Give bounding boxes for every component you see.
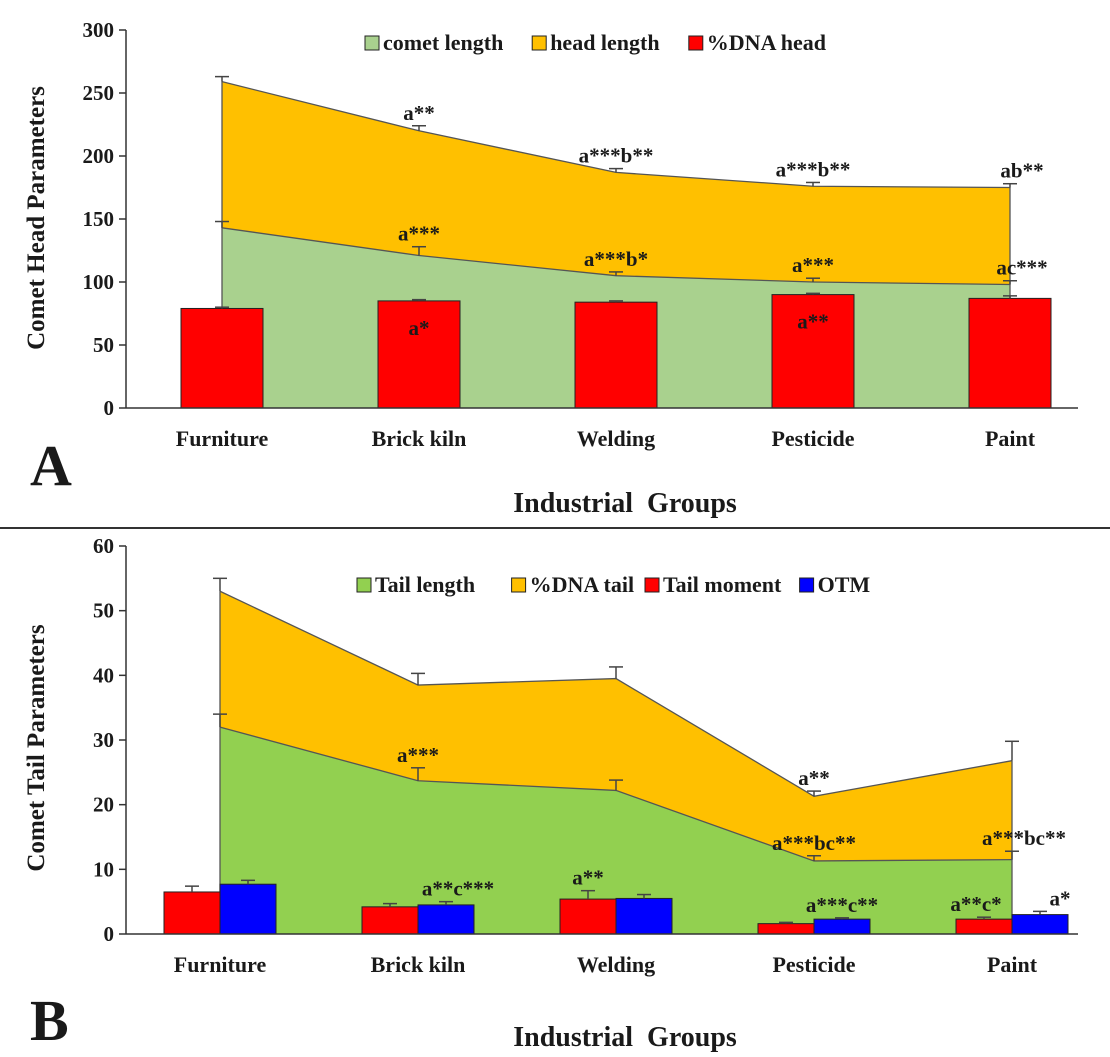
legend-swatch [688, 35, 704, 51]
legend-label: %DNA head [707, 30, 826, 55]
bar-tail-moment [361, 906, 419, 935]
significance-label: a*** [792, 253, 834, 277]
bar--dna-head [180, 307, 264, 409]
x-tick-label: Furniture [174, 952, 267, 977]
y-tick-label: 50 [93, 333, 114, 357]
y-tick-label: 0 [104, 922, 115, 946]
x-tick-label: Paint [985, 426, 1036, 451]
significance-label: a*** [398, 222, 440, 246]
bar--dna-head [771, 294, 855, 409]
significance-label: a** [797, 310, 829, 334]
legend-swatch [799, 577, 815, 593]
panel-b-plot: a** a*** a***bc** a***bc** a** a**c* a**c*** a*… [93, 534, 1078, 977]
y-tick-label: 200 [83, 144, 115, 168]
panel-a-plot: a** a***b** a***b** ab** a*** a***b* a*** ac***… [83, 18, 1078, 451]
significance-label: a***b** [579, 144, 654, 168]
y-tick-label: 50 [93, 599, 114, 623]
y-tick-label: 30 [93, 728, 114, 752]
bar-otm [615, 897, 673, 935]
legend-swatch [364, 35, 380, 51]
bar-tail-moment [559, 898, 617, 935]
panel-b-xlabel: Industrial Groups [513, 1022, 737, 1053]
panel-a-ylabel: Comet Head Parameters [23, 86, 50, 350]
x-tick-label: Brick kiln [372, 426, 467, 451]
panel-a-xlabel: Industrial Groups [513, 488, 737, 519]
bar--dna-head [968, 297, 1052, 409]
significance-label: a***bc** [982, 826, 1066, 850]
significance-label: a* [409, 316, 430, 340]
y-tick-label: 40 [93, 663, 114, 687]
x-tick-label: Pesticide [772, 952, 855, 977]
legend-label: comet length [383, 30, 503, 55]
y-tick-label: 0 [104, 396, 115, 420]
legend-swatch [531, 35, 547, 51]
legend-label: head length [550, 30, 659, 55]
x-tick-label: Furniture [176, 426, 269, 451]
x-tick-label: Paint [987, 952, 1038, 977]
area-line-0 [219, 590, 1013, 797]
y-tick-label: 20 [93, 793, 114, 817]
significance-label: a** [572, 866, 604, 890]
x-tick-label: Welding [577, 426, 655, 451]
panel-b-ylabel: Comet Tail Parameters [23, 624, 50, 871]
y-tick-label: 300 [83, 18, 115, 42]
significance-label: a***bc** [772, 831, 856, 855]
legend-label: OTM [818, 572, 871, 597]
area-tail-length [220, 727, 1012, 934]
y-tick-label: 150 [83, 207, 115, 231]
bar-otm [813, 918, 871, 935]
significance-label: a** [403, 101, 435, 125]
y-tick-label: 60 [93, 534, 114, 558]
significance-label: a***c** [806, 893, 878, 917]
bar--dna-head [574, 301, 658, 409]
significance-label: a*** [397, 743, 439, 767]
legend-swatch [511, 577, 527, 593]
bar-otm [1011, 914, 1069, 935]
legend-label: Tail length [375, 572, 475, 597]
legend-swatch [356, 577, 372, 593]
legend-label: %DNA tail [530, 572, 635, 597]
x-tick-label: Welding [577, 952, 655, 977]
y-tick-label: 250 [83, 81, 115, 105]
bar-otm [219, 883, 277, 935]
legend-swatch [644, 577, 660, 593]
bar-otm [417, 904, 475, 935]
panel-a-label: A [30, 433, 72, 498]
bar-tail-moment [757, 923, 815, 935]
significance-label: a***b** [776, 157, 851, 181]
significance-label: a***b* [584, 247, 648, 271]
significance-label: a**c*** [422, 877, 494, 901]
x-tick-label: Pesticide [771, 426, 854, 451]
y-tick-label: 10 [93, 857, 114, 881]
significance-label: a**c* [950, 892, 1001, 916]
bar-tail-moment [955, 918, 1013, 935]
bar-tail-moment [163, 891, 221, 935]
panel-b-label: B [30, 988, 69, 1053]
legend-label: Tail moment [663, 572, 782, 597]
significance-label: a* [1050, 886, 1071, 910]
significance-label: ab** [1000, 159, 1043, 183]
significance-label: ac*** [996, 256, 1047, 280]
significance-label: a** [798, 766, 830, 790]
y-tick-label: 100 [83, 270, 115, 294]
x-tick-label: Brick kiln [371, 952, 466, 977]
